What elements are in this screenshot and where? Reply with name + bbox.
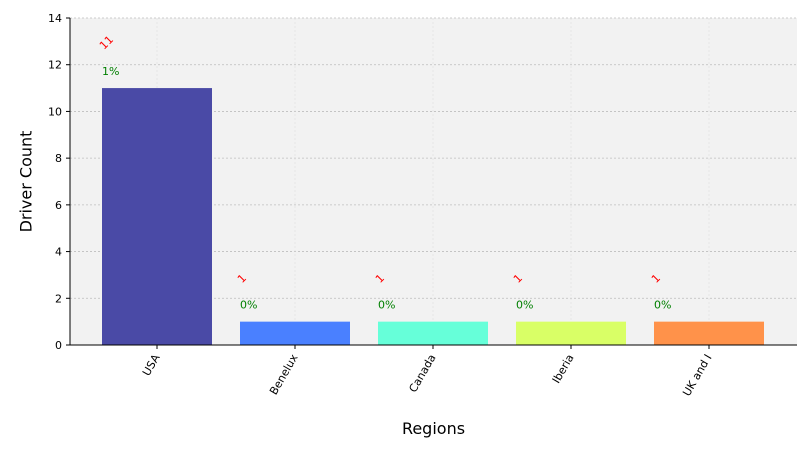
- y-axis-title: Driver Count: [17, 131, 36, 233]
- x-tick-label: UK and I: [680, 352, 714, 399]
- bar: [102, 88, 212, 346]
- bar: [516, 321, 626, 345]
- percent-label: 0%: [654, 299, 671, 312]
- y-tick-label: 2: [55, 292, 62, 305]
- y-tick-label: 6: [55, 199, 62, 212]
- y-tick-label: 0: [55, 339, 62, 352]
- x-tick-label: Benelux: [267, 352, 301, 398]
- bars: [102, 88, 764, 346]
- x-tick-label: USA: [140, 352, 163, 379]
- x-tick-label: Iberia: [550, 352, 577, 386]
- percent-label: 1%: [102, 65, 119, 78]
- percent-label: 0%: [378, 299, 395, 312]
- x-axis-ticks: USA Benelux Canada Iberia UK and I: [140, 345, 715, 399]
- y-tick-label: 12: [48, 59, 62, 72]
- x-tick-label: Canada: [406, 352, 438, 395]
- y-tick-label: 10: [48, 105, 62, 118]
- y-tick-label: 8: [55, 152, 62, 165]
- x-axis-title: Regions: [402, 419, 465, 438]
- y-tick-label: 14: [48, 12, 62, 25]
- percent-label: 0%: [516, 299, 533, 312]
- percent-label: 0%: [240, 299, 257, 312]
- bar: [654, 321, 764, 345]
- y-tick-label: 4: [55, 246, 62, 259]
- bar: [378, 321, 488, 345]
- y-axis-ticks: 0 2 4 6 8 10 12 14: [48, 12, 70, 352]
- bar: [240, 321, 350, 345]
